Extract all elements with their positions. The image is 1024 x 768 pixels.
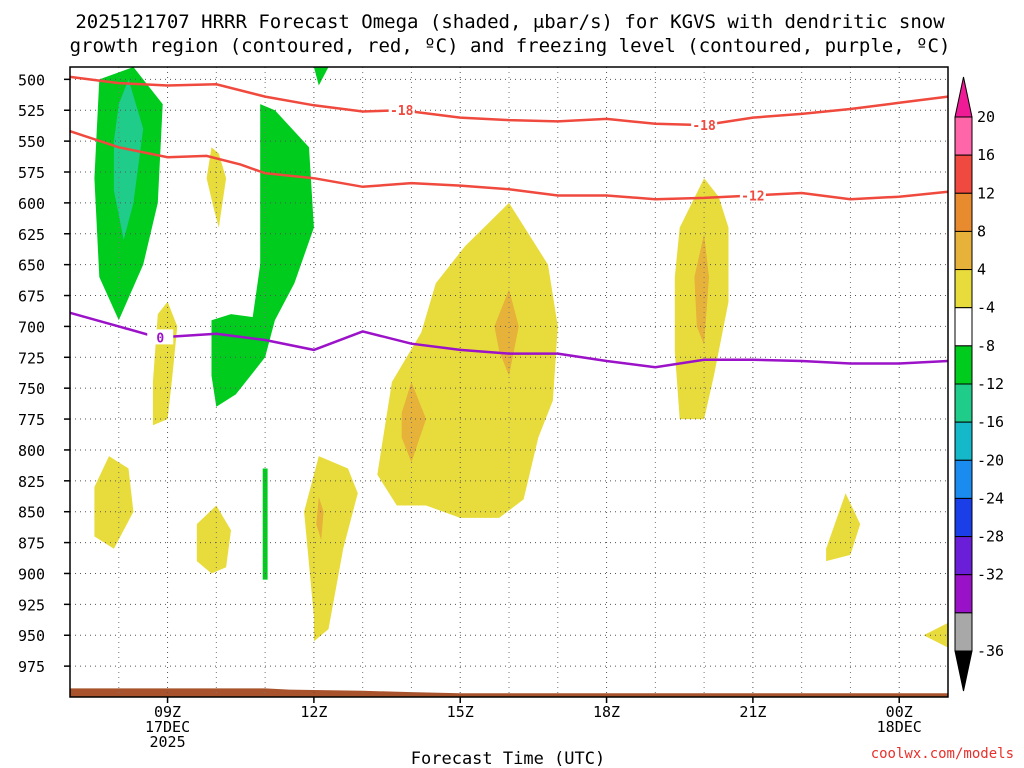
- y-tick-label-575: 575: [18, 164, 45, 182]
- omega-region-18: [694, 233, 709, 345]
- y-tick-label-600: 600: [18, 195, 45, 213]
- colorbar-top-arrow: [954, 76, 973, 118]
- omega-region-11: [377, 202, 558, 518]
- colorbar-label-3: 8: [977, 222, 986, 240]
- colorbar-label-1: 16: [977, 146, 995, 164]
- colorbar-swatch-6: [954, 345, 973, 385]
- colorbar-swatch-13: [954, 612, 973, 652]
- omega-region-4: [211, 314, 275, 407]
- y-tick-label-625: 625: [18, 226, 45, 244]
- contour-line-2: [69, 311, 949, 369]
- y-tick-label-825: 825: [18, 473, 45, 491]
- x-tick-label-18Z-1: 18Z: [593, 703, 620, 721]
- omega-region-15: [316, 496, 324, 541]
- colorbar-label-13: -36: [977, 642, 1004, 660]
- colorbar-label-12: -32: [977, 566, 1004, 584]
- contour-line-1: [69, 130, 949, 201]
- y-tick-label-675: 675: [18, 288, 45, 306]
- contour-label-bg-2-0: [147, 329, 174, 345]
- omega-region-1: [113, 79, 144, 240]
- y-tick-label-700: 700: [18, 318, 45, 336]
- contour-label-bg-0-1: [691, 117, 718, 133]
- omega-region-9: [196, 505, 231, 574]
- plot-frame: [69, 66, 949, 698]
- omega-region-7: [152, 301, 178, 426]
- terrain-strip: [70, 688, 948, 697]
- contour-label-1-0: -12: [741, 189, 764, 204]
- colorbar-swatch-5: [954, 307, 973, 347]
- colorbar-label-0: 20: [977, 108, 995, 126]
- colorbar-swatch-11: [954, 536, 973, 576]
- contour-label-2-0: 0: [156, 331, 164, 346]
- colorbar-label-4: 4: [977, 261, 986, 279]
- colorbar-swatch-1: [954, 154, 973, 194]
- y-tick-label-950: 950: [18, 627, 45, 645]
- colorbar: 20 16 12 8 4 -4 -8 -12 -16 -20 -24 -28 -32 -36: [954, 76, 1004, 692]
- y-tick-label-850: 850: [18, 504, 45, 522]
- omega-region-16: [401, 382, 427, 463]
- colorbar-swatch-3: [954, 230, 973, 271]
- y-tick-label-525: 525: [18, 102, 45, 120]
- y-tick-label-500: 500: [18, 71, 45, 89]
- colorbar-label-7: -12: [977, 375, 1004, 393]
- x-tick-label-09Z-2: 17DEC: [145, 718, 190, 736]
- omega-region-5: [262, 468, 268, 580]
- contour-label-bg-0-0: [388, 102, 415, 118]
- omega-region-3: [250, 104, 314, 337]
- x-tick-label-09Z-3: 2025: [149, 733, 185, 751]
- omega-region-10: [304, 456, 358, 642]
- chart-title-line2: growth region (contoured, red, ºC) and f…: [70, 35, 951, 57]
- colorbar-label-2: 12: [977, 184, 995, 202]
- y-tick-label-900: 900: [18, 565, 45, 583]
- colorbar-label-6: -8: [977, 337, 995, 355]
- x-tick-label-15Z-1: 15Z: [447, 703, 474, 721]
- colorbar-swatch-8: [954, 421, 973, 461]
- colorbar-label-5: -4: [977, 299, 995, 317]
- y-tick-label-775: 775: [18, 411, 45, 429]
- colorbar-swatch-2: [954, 192, 973, 232]
- contour-line-0: [69, 75, 949, 127]
- y-tick-label-750: 750: [18, 380, 45, 398]
- plot-area: -18 -18 -12 0 500 525 550 575 600 625 650 675 700 725…: [18, 66, 949, 751]
- colorbar-swatch-7: [954, 383, 973, 423]
- colorbar-label-8: -16: [977, 413, 1004, 431]
- y-tick-label-550: 550: [18, 133, 45, 151]
- y-tick-label-875: 875: [18, 535, 45, 553]
- colorbar-label-11: -28: [977, 528, 1004, 546]
- x-tick-label-00Z-1: 00Z: [886, 703, 913, 721]
- credit-text: coolwx.com/models: [871, 746, 1014, 762]
- colorbar-swatch-10: [954, 497, 973, 538]
- y-tick-label-725: 725: [18, 349, 45, 367]
- colorbar-swatch-12: [954, 574, 973, 614]
- y-tick-label-975: 975: [18, 658, 45, 676]
- colorbar-swatch-9: [954, 459, 973, 499]
- x-axis-label: Forecast Time (UTC): [411, 749, 605, 768]
- omega-region-13: [826, 493, 861, 562]
- x-tick-label-00Z-2: 18DEC: [877, 718, 922, 736]
- y-tick-label-650: 650: [18, 257, 45, 275]
- y-tick-label-800: 800: [18, 442, 45, 460]
- contour-label-bg-1-0: [739, 187, 766, 203]
- chart-title-line1: 2025121707 HRRR Forecast Omega (shaded, …: [75, 11, 945, 33]
- colorbar-label-10: -24: [977, 489, 1004, 507]
- colorbar-bottom-arrow: [954, 650, 973, 692]
- y-tick-label-925: 925: [18, 596, 45, 614]
- colorbar-label-9: -20: [977, 451, 1004, 469]
- x-tick-label-21Z-1: 21Z: [739, 703, 766, 721]
- x-tick-label-12Z-1: 12Z: [300, 703, 327, 721]
- contour-label-0-1: -18: [692, 119, 716, 134]
- colorbar-swatch-4: [954, 269, 973, 309]
- omega-region-2: [313, 67, 329, 86]
- contour-label-0-0: -18: [390, 104, 414, 119]
- x-tick-label-09Z-1: 09Z: [154, 703, 181, 721]
- omega-region-8: [94, 456, 134, 549]
- colorbar-swatch-0: [954, 116, 973, 156]
